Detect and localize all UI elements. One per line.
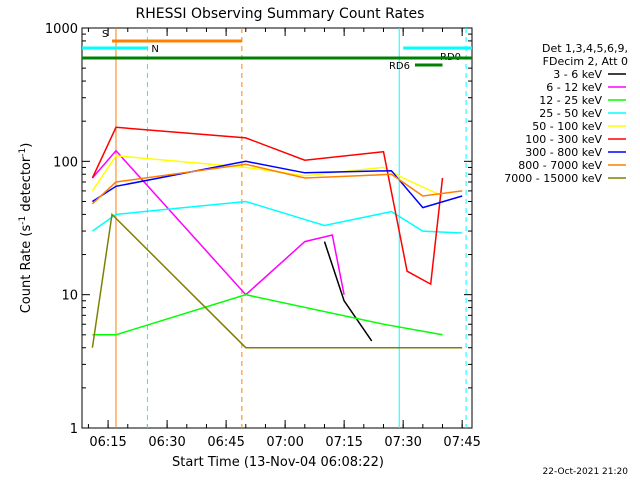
state-bar-label: RD6 — [389, 61, 410, 72]
x-tick-label: 06:15 — [89, 435, 126, 450]
x-tick-label: 07:30 — [384, 435, 421, 450]
y-axis-label: Count Rate (s-1 detector-1) — [18, 143, 34, 314]
y-tick-label: 100 — [53, 155, 78, 170]
legend-header: Det 1,3,4,5,6,9, — [542, 42, 628, 55]
x-axis: 06:15 06:30 06:45 07:00 07:15 07:30 07:45 — [87, 28, 481, 450]
x-axis-label: Start Time (13-Nov-04 06:08:22) — [172, 455, 384, 470]
x-tick-label: 07:00 — [266, 435, 303, 450]
timestamp: 22-Oct-2021 21:20 — [543, 467, 629, 477]
legend-label: 800 - 7000 keV — [518, 159, 602, 172]
mode-lines — [115, 28, 467, 428]
series-line — [91, 149, 345, 296]
legend: Det 1,3,4,5,6,9,FDecim 2, Att 03 - 6 keV… — [504, 42, 628, 185]
legend-label: 12 - 25 keV — [539, 94, 602, 107]
series-line — [323, 241, 373, 342]
y-tick-label: 1000 — [45, 22, 78, 37]
x-tick-label: 06:45 — [207, 435, 244, 450]
legend-header: FDecim 2, Att 0 — [543, 55, 628, 68]
legend-label: 7000 - 15000 keV — [504, 172, 602, 185]
y-axis: 1 10 100 1000 — [45, 22, 472, 437]
series-line — [91, 163, 463, 205]
legend-label: 3 - 6 keV — [553, 68, 602, 81]
x-tick-label: 07:45 — [443, 435, 480, 450]
legend-label: 100 - 300 keV — [525, 133, 602, 146]
series-line — [91, 155, 443, 197]
series-group — [91, 126, 463, 349]
state-bar-label: N — [151, 44, 158, 55]
chart-title: RHESSI Observing Summary Count Rates — [136, 6, 425, 22]
series-line — [91, 126, 444, 286]
x-tick-label: 07:15 — [325, 435, 362, 450]
series-line — [91, 212, 463, 349]
x-tick-label: 06:30 — [148, 435, 185, 450]
legend-label: 50 - 100 keV — [532, 120, 602, 133]
plot-frame — [81, 27, 473, 429]
series-line — [91, 160, 463, 209]
legend-label: 300 - 800 keV — [525, 146, 602, 159]
legend-label: 6 - 12 keV — [546, 81, 602, 94]
series-line — [91, 200, 463, 234]
y-tick-label: 10 — [61, 289, 78, 304]
state-bars: SNRD0RD6 — [82, 29, 472, 72]
y-tick-label: 1 — [70, 422, 78, 437]
state-bar-label: S — [102, 29, 108, 40]
legend-label: 25 - 50 keV — [539, 107, 602, 120]
series-line — [92, 293, 443, 336]
